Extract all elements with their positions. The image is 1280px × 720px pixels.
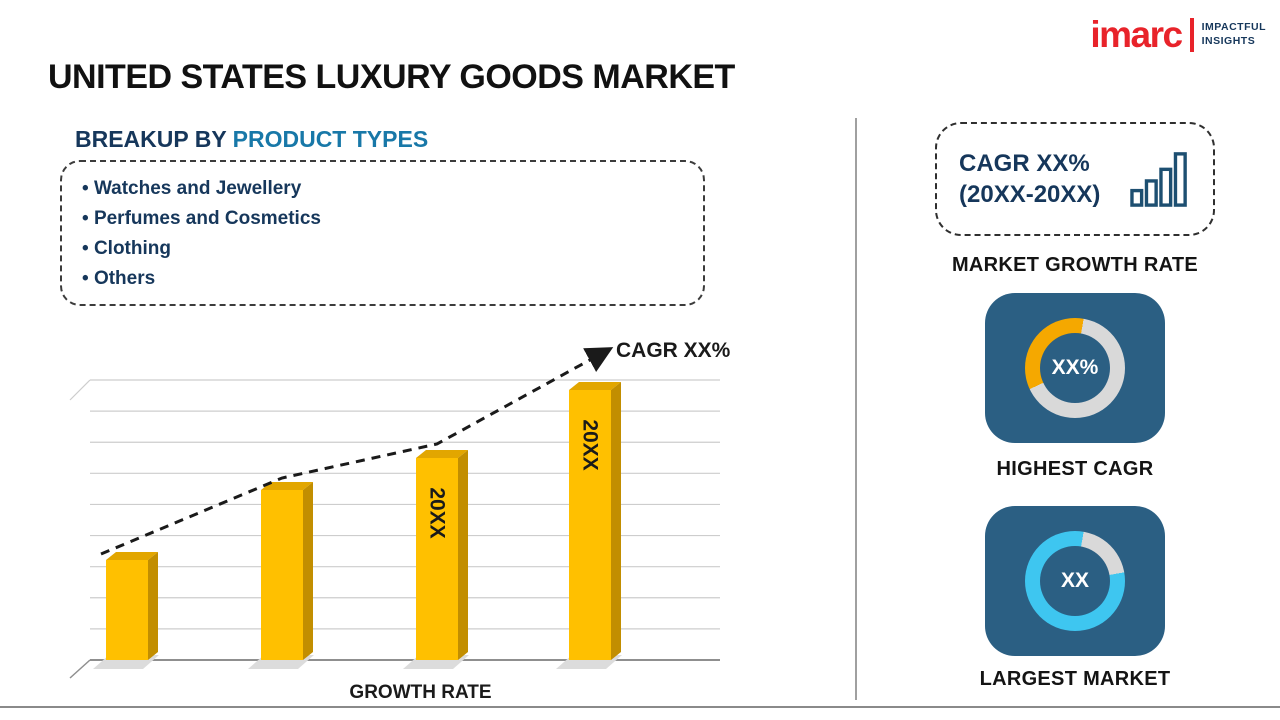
market-growth-caption: MARKET GROWTH RATE bbox=[951, 254, 1199, 276]
bar bbox=[261, 490, 303, 660]
bar-label: 20XX bbox=[579, 419, 602, 470]
heading-prefix: BREAKUP BY bbox=[75, 126, 233, 152]
largest-market-card: XX bbox=[985, 506, 1165, 656]
product-types-box: Watches and Jewellery Perfumes and Cosme… bbox=[60, 160, 705, 306]
product-type-item: Others bbox=[82, 264, 703, 294]
imarc-logo: imarc IMPACTFUL INSIGHTS bbox=[1090, 16, 1266, 53]
largest-market-caption: LARGEST MARKET bbox=[979, 668, 1171, 690]
tagline-line1: IMPACTFUL bbox=[1201, 20, 1266, 33]
heading-highlight: PRODUCT TYPES bbox=[232, 126, 429, 152]
bar bbox=[416, 458, 458, 660]
cagr-trend-line bbox=[100, 347, 614, 556]
bar-top-face bbox=[416, 450, 468, 458]
vertical-divider bbox=[855, 118, 857, 700]
brand-name: imarc bbox=[1090, 14, 1183, 55]
highest-cagr-donut-chart: XX% bbox=[1025, 318, 1125, 418]
bar-chart-icon bbox=[1130, 152, 1187, 207]
bar-side-face bbox=[148, 552, 158, 660]
product-type-item: Clothing bbox=[82, 234, 703, 264]
bar-label: 20XX bbox=[426, 487, 449, 538]
largest-market-value: XX bbox=[1060, 569, 1089, 592]
largest-market-donut-chart: XX bbox=[1025, 531, 1125, 631]
growth-card-line1: CAGR XX% bbox=[959, 149, 1090, 177]
bar bbox=[569, 390, 611, 660]
x-axis-label: GROWTH RATE bbox=[349, 682, 492, 703]
product-types-list: Watches and Jewellery Perfumes and Cosme… bbox=[62, 162, 703, 294]
bar-chart-canvas: 20XX 20XX bbox=[69, 347, 720, 679]
bar-side-face bbox=[611, 382, 621, 660]
footer-rule bbox=[0, 706, 1280, 708]
highest-cagr-card: XX% bbox=[985, 293, 1165, 443]
cagr-trend-label: CAGR XX% bbox=[616, 339, 731, 362]
bar-side-face bbox=[303, 482, 313, 660]
bar-side-face bbox=[458, 450, 468, 660]
bar bbox=[106, 560, 148, 660]
bar-top-face bbox=[261, 482, 313, 490]
product-type-item: Perfumes and Cosmetics bbox=[82, 204, 703, 234]
growth-card-line2: (20XX-20XX) bbox=[959, 181, 1101, 208]
logo-tagline: IMPACTFUL INSIGHTS bbox=[1202, 21, 1266, 48]
growth-card-text: CAGR XX% (20XX-20XX) bbox=[959, 148, 1100, 210]
highest-cagr-value: XX% bbox=[1051, 356, 1099, 379]
market-growth-card: CAGR XX% (20XX-20XX) bbox=[935, 122, 1215, 236]
tagline-line2: INSIGHTS bbox=[1201, 34, 1256, 47]
bar-top-face bbox=[106, 552, 158, 560]
product-type-item: Watches and Jewellery bbox=[82, 174, 703, 204]
section-heading: BREAKUP BY PRODUCT TYPES bbox=[75, 126, 428, 153]
page-title: UNITED STATES LUXURY GOODS MARKET bbox=[48, 58, 735, 96]
highest-cagr-caption: HIGHEST CAGR bbox=[996, 458, 1154, 480]
bar-top-face bbox=[569, 382, 621, 390]
logo-divider bbox=[1189, 17, 1194, 52]
growth-bar-chart: 20XX 20XX CAGR XX% bbox=[60, 335, 730, 680]
